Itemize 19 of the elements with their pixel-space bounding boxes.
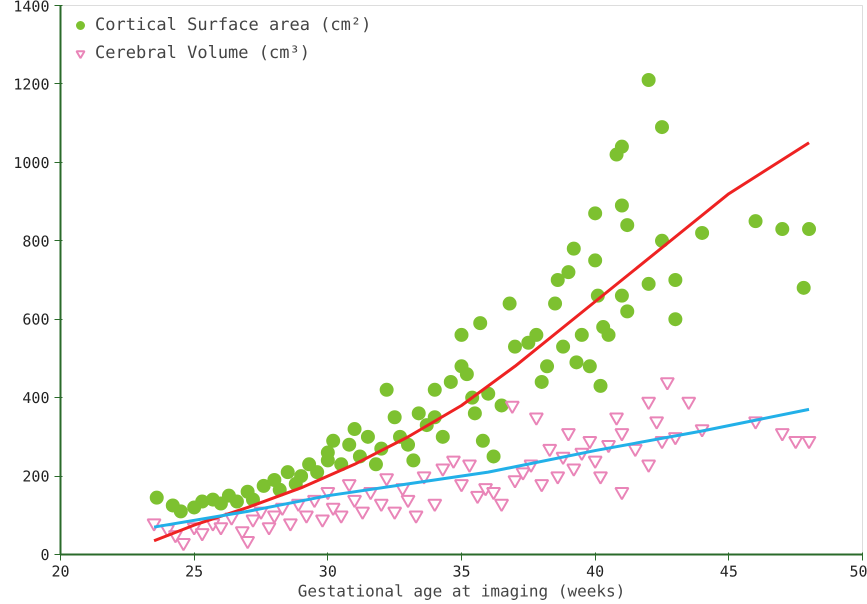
- y-tick-label: 400: [22, 389, 50, 408]
- y-tick-label: 200: [22, 468, 50, 486]
- legend-label: Cortical Surface area (cm²): [95, 15, 372, 35]
- x-tick-label: 40: [586, 562, 604, 580]
- y-tick-label: 800: [22, 232, 50, 250]
- x-tick-label: 50: [849, 562, 867, 580]
- x-tick-label: 20: [51, 562, 70, 580]
- x-tick-label: 35: [452, 562, 471, 580]
- y-tick-label: 0: [40, 546, 50, 564]
- y-tick-label: 1400: [13, 0, 50, 16]
- x-tick-label: 25: [185, 562, 204, 580]
- y-tick-label: 1000: [13, 154, 50, 172]
- y-tick-label: 600: [22, 310, 50, 329]
- y-tick-label: 1200: [13, 75, 50, 94]
- line-series: [152, 141, 811, 542]
- x-tick-label: 45: [720, 562, 738, 580]
- x-tick-label: 30: [318, 562, 337, 580]
- x-axis-title: Gestational age at imaging (weeks): [298, 582, 626, 600]
- legend-label: Cerebral Volume (cm³): [95, 43, 310, 63]
